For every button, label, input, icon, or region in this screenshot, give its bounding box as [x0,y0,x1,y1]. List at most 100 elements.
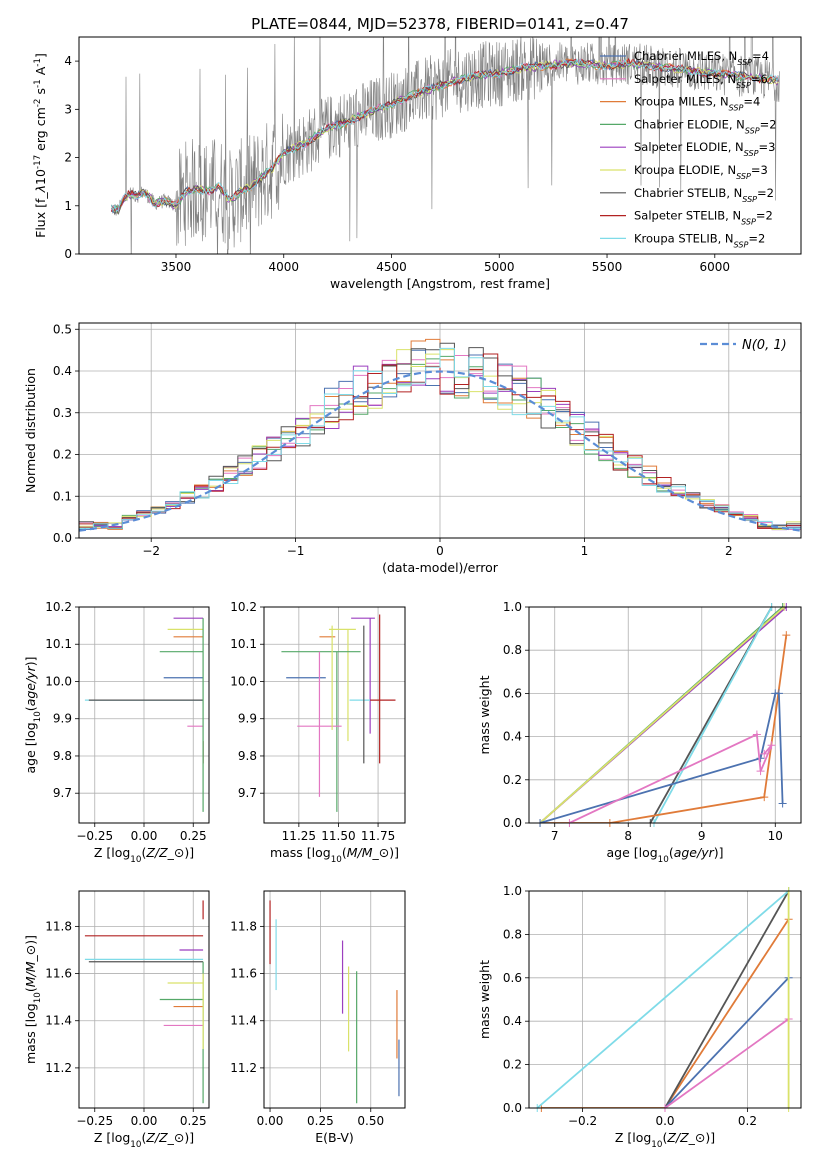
x-axis-label: mass [log10(M/M_⊙)] [270,845,399,865]
x-axis-label: age [log10(age/yr)] [606,845,723,865]
weight-line-kroupa_elodie [539,607,785,823]
x-tick-label: 0.25 [180,829,207,843]
legend-label-salpeter_stelib: Salpeter STELIB, NSSP=2 [634,209,773,227]
y-tick-label: 0.2 [503,773,522,787]
legend-label-salpeter_miles: Salpeter MILES, NSSP=6 [634,72,768,90]
y-tick-label: 0 [64,247,72,261]
age_vs_Z-frame [78,606,210,824]
x-tick-label: 6000 [700,260,731,274]
y-tick-label: 9.7 [53,786,72,800]
y-tick-label: 0.0 [503,816,522,830]
weight-line-kroupa_stelib [536,891,790,1108]
y-tick-label: 10.1 [230,637,257,651]
x-axis-label: wavelength [Angstrom, rest frame] [330,276,550,291]
x-tick-label: −1 [287,544,305,558]
x-axis-label: Z [log10(Z/Z_⊙)] [94,845,194,865]
weight_vs_Z-frame [528,890,802,1109]
x-axis-label: Z [log10(Z/Z_⊙)] [94,1130,194,1150]
x-tick-label: −0.25 [76,1114,113,1128]
y-axis-label: age [log10(age/yr)] [23,656,43,773]
weight-marker-salpeter_miles [760,749,769,758]
gaussian-curve [79,370,801,532]
y-tick-label: 9.8 [53,749,72,763]
y-tick-label: 0.8 [503,643,522,657]
x-tick-label: 0.00 [131,1114,158,1128]
y-tick-label: 0.1 [53,489,72,503]
y-axis-label: Normed distribution [23,368,38,493]
y-tick-label: 0.3 [53,406,72,420]
spectrum-model-salpeter_stelib [110,57,779,212]
y-tick-label: 3 [64,102,72,116]
y-tick-label: 4 [64,54,72,68]
y-axis-label: Flux [f_λ10-17 erg cm-2 s-1 A-1] [33,53,48,238]
y-tick-label: 1.0 [503,600,522,614]
y-tick-label: 11.8 [230,919,257,933]
residuals-frame [78,322,802,539]
y-tick-label: 0.4 [53,364,72,378]
x-tick-label: −0.2 [568,1114,597,1128]
y-tick-label: 11.2 [230,1061,257,1075]
weight-marker-salpeter_miles [756,767,765,776]
weight-line-kroupa_stelib [653,607,773,823]
errorbar-salpeter_elodie [351,617,375,734]
y-tick-label: 2 [64,151,72,165]
x-tick-label: −0.25 [76,829,113,843]
x-tick-label: 0.25 [180,1114,207,1128]
y-tick-label: 11.4 [45,1014,72,1028]
spectrum-legend: Chabrier MILES, NSSP=4 Salpeter MILES, NS… [600,49,777,249]
y-tick-label: 11.6 [230,967,257,981]
legend-label-kroupa_elodie: Kroupa ELODIE, NSSP=3 [634,163,768,181]
errorbar-chabrier_elodie [281,651,361,812]
weight_vs_age-frame [528,606,802,824]
x-tick-label: 5000 [484,260,515,274]
y-axis-label: mass [log10(M/M_⊙)] [23,935,43,1064]
legend-label-gaussian: N(0, 1) [742,338,787,353]
weight-line-salpeter_miles [569,733,773,823]
age_vs_Z-axes: −0.25 0.00 0.25 9.7 9.8 9.9 10.0 10.1 10.2 Z [log… [23,600,209,865]
y-tick-label: 0.4 [503,730,522,744]
y-tick-label: 0.5 [53,322,72,336]
errorbar-kroupa_elodie [328,628,356,742]
y-tick-label: 10.2 [45,600,72,614]
x-tick-label: 4000 [268,260,299,274]
spectrum-model-kroupa_stelib [110,58,779,212]
x-axis-label: Z [log10(Z/Z_⊙)] [615,1130,715,1150]
spectrum-model-salpeter_miles [110,58,779,212]
y-tick-label: 0.4 [503,1014,522,1028]
x-tick-label: 4500 [376,260,407,274]
x-tick-label: 0 [436,544,444,558]
legend-label-chabrier_stelib: Chabrier STELIB, NSSP=2 [634,186,774,204]
x-tick-label: −2 [142,544,160,558]
figure-title: PLATE=0844, MJD=52378, FIBERID=0141, z=0… [251,15,629,33]
x-tick-label: 0.00 [131,829,158,843]
y-tick-label: 9.9 [238,712,257,726]
legend-label-chabrier_elodie: Chabrier ELODIE, NSSP=2 [634,117,777,135]
age_vs_mass-axes: 11.25 11.50 11.75 9.7 9.8 9.9 10.0 10.1 10.2 mass… [230,600,405,865]
weight-marker-chabrier_miles [778,799,787,808]
weight-marker-kroupa_miles [760,793,769,802]
histogram-kroupa_stelib [79,347,801,530]
legend-label-kroupa_miles: Kroupa MILES, NSSP=4 [634,95,760,113]
x-axis-label: E(B-V) [315,1130,354,1145]
y-tick-label: 10.2 [230,600,257,614]
y-tick-label: 0.2 [503,1058,522,1072]
age_vs_mass-frame [263,606,406,824]
y-tick-label: 0.0 [503,1101,522,1115]
mass_vs_Z-frame [78,890,210,1109]
x-tick-label: 0.50 [357,1114,384,1128]
x-tick-label: 3500 [161,260,192,274]
y-tick-label: 11.6 [45,967,72,981]
x-tick-label: 0.0 [655,1114,674,1128]
weight-line-kroupa_miles [541,918,790,1108]
weight-marker-chabrier_miles [756,754,765,763]
x-tick-label: 11.25 [282,829,316,843]
legend-label-kroupa_stelib: Kroupa STELIB, NSSP=2 [634,231,765,249]
y-tick-label: 11.2 [45,1061,72,1075]
spectrum-frame [78,36,802,255]
weight-marker-chabrier_miles [774,689,783,698]
y-tick-label: 1 [64,199,72,213]
y-tick-label: 11.4 [230,1014,257,1028]
x-tick-label: 0.2 [738,1114,757,1128]
x-tick-label: 5500 [592,260,623,274]
x-tick-label: 11.75 [361,829,395,843]
